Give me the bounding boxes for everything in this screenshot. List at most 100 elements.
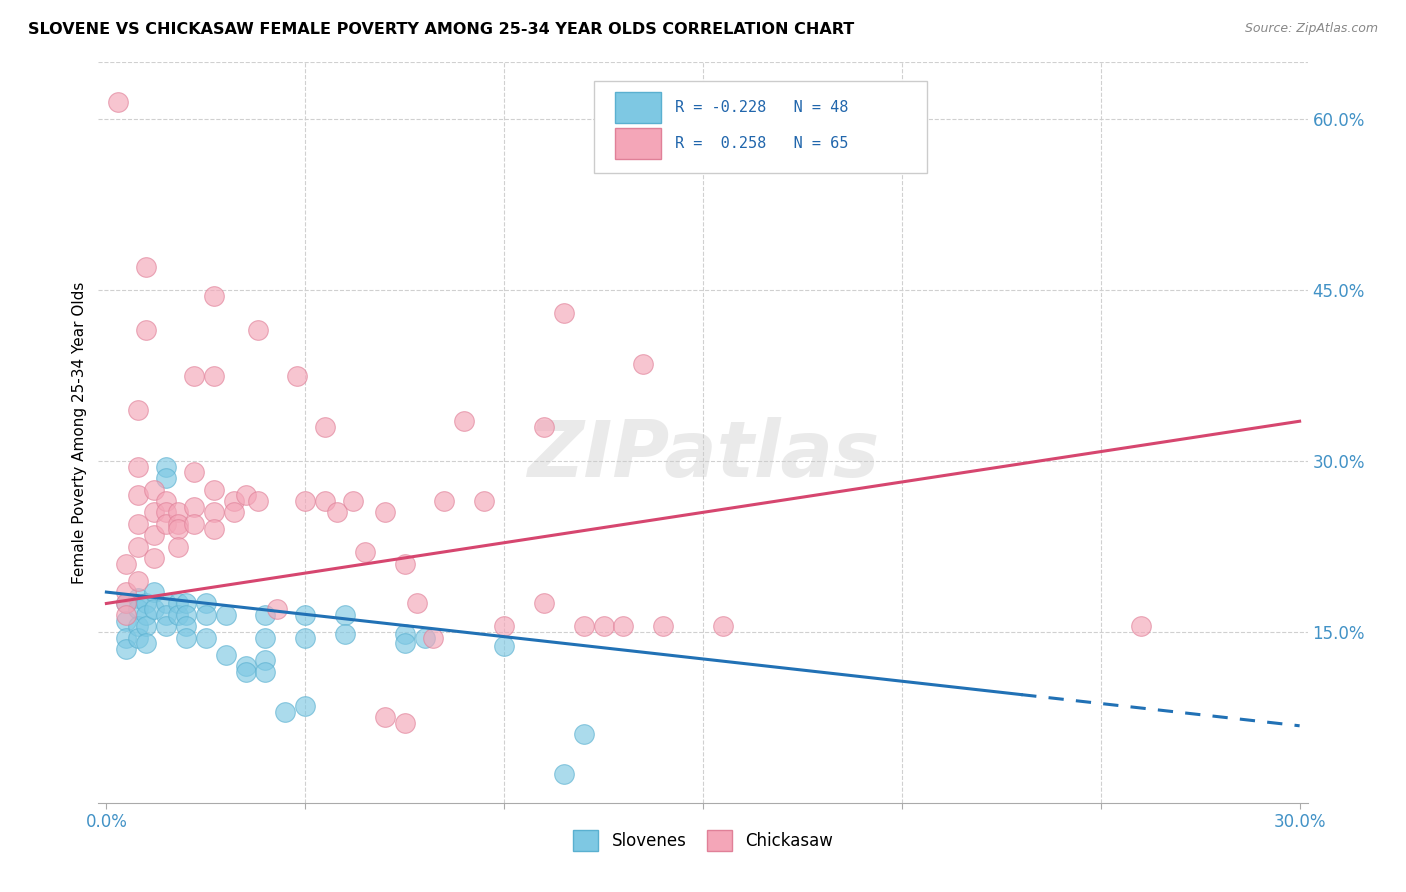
Point: [254, 653, 277, 667]
Point: [127, 402, 149, 417]
Point: [174, 607, 197, 622]
Point: [254, 607, 277, 622]
Point: [202, 368, 225, 383]
Point: [405, 597, 427, 611]
Point: [553, 306, 575, 320]
Point: [394, 716, 416, 731]
Point: [115, 557, 138, 571]
Point: [183, 368, 205, 383]
Point: [167, 597, 190, 611]
Point: [115, 642, 138, 657]
Point: [155, 607, 177, 622]
Text: SLOVENE VS CHICKASAW FEMALE POVERTY AMONG 25-34 YEAR OLDS CORRELATION CHART: SLOVENE VS CHICKASAW FEMALE POVERTY AMON…: [28, 22, 855, 37]
Point: [155, 505, 177, 519]
Point: [294, 494, 316, 508]
Point: [374, 505, 396, 519]
Point: [314, 420, 336, 434]
Point: [294, 631, 316, 645]
Point: [155, 597, 177, 611]
Point: [433, 494, 456, 508]
Point: [127, 459, 149, 474]
Point: [143, 505, 166, 519]
FancyBboxPatch shape: [614, 128, 661, 159]
Point: [115, 607, 138, 622]
Point: [285, 368, 308, 383]
Point: [183, 516, 205, 531]
Point: [314, 494, 336, 508]
Point: [333, 627, 356, 641]
Point: [374, 710, 396, 724]
Point: [167, 607, 190, 622]
FancyBboxPatch shape: [595, 81, 927, 173]
Point: [194, 607, 217, 622]
Point: [553, 767, 575, 781]
Point: [235, 659, 257, 673]
Point: [533, 597, 555, 611]
Point: [115, 585, 138, 599]
Point: [254, 665, 277, 679]
Point: [572, 727, 595, 741]
Point: [633, 357, 655, 371]
Point: [167, 505, 190, 519]
Point: [194, 597, 217, 611]
Point: [167, 516, 190, 531]
Text: Source: ZipAtlas.com: Source: ZipAtlas.com: [1244, 22, 1378, 36]
Point: [294, 698, 316, 713]
Point: [115, 631, 138, 645]
Point: [202, 289, 225, 303]
Point: [167, 540, 190, 554]
Point: [155, 516, 177, 531]
Point: [127, 488, 149, 502]
Point: [711, 619, 734, 633]
Point: [394, 557, 416, 571]
Point: [143, 602, 166, 616]
Point: [115, 597, 138, 611]
Point: [143, 585, 166, 599]
Text: R =  0.258   N = 65: R = 0.258 N = 65: [675, 136, 849, 151]
Point: [572, 619, 595, 633]
Point: [354, 545, 377, 559]
Point: [194, 631, 217, 645]
Y-axis label: Female Poverty Among 25-34 Year Olds: Female Poverty Among 25-34 Year Olds: [72, 282, 87, 583]
Point: [342, 494, 364, 508]
Point: [612, 619, 634, 633]
Point: [1129, 619, 1152, 633]
Text: ZIPatlas: ZIPatlas: [527, 417, 879, 493]
Point: [135, 607, 157, 622]
Point: [127, 631, 149, 645]
Point: [135, 260, 157, 275]
Point: [266, 602, 288, 616]
Point: [472, 494, 495, 508]
Point: [143, 550, 166, 565]
Point: [143, 528, 166, 542]
Point: [127, 540, 149, 554]
FancyBboxPatch shape: [614, 92, 661, 123]
Point: [202, 523, 225, 537]
Point: [115, 597, 138, 611]
Point: [202, 483, 225, 497]
Point: [127, 574, 149, 588]
Point: [533, 420, 555, 434]
Point: [592, 619, 614, 633]
Point: [155, 459, 177, 474]
Point: [155, 494, 177, 508]
Point: [183, 500, 205, 514]
Point: [294, 607, 316, 622]
Point: [254, 631, 277, 645]
Point: [652, 619, 675, 633]
Point: [394, 627, 416, 641]
Point: [127, 602, 149, 616]
Point: [135, 323, 157, 337]
Point: [246, 323, 269, 337]
Point: [143, 483, 166, 497]
Point: [174, 619, 197, 633]
Point: [202, 505, 225, 519]
Point: [246, 494, 269, 508]
Point: [422, 631, 444, 645]
Point: [453, 414, 475, 428]
Legend: Slovenes, Chickasaw: Slovenes, Chickasaw: [567, 823, 839, 857]
Point: [326, 505, 349, 519]
Point: [115, 614, 138, 628]
Point: [333, 607, 356, 622]
Point: [135, 597, 157, 611]
